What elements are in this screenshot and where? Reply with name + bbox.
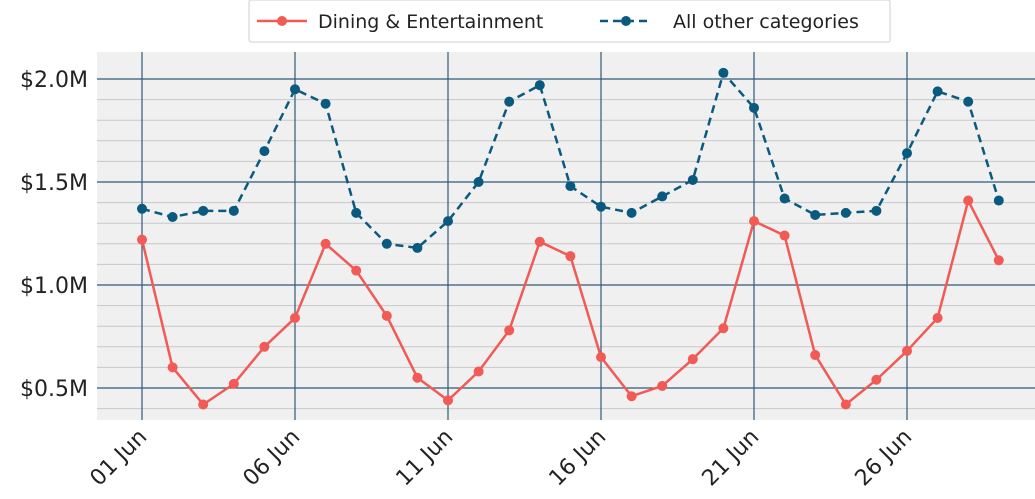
data-point xyxy=(749,102,759,113)
data-point xyxy=(626,207,637,218)
data-point xyxy=(810,209,821,220)
data-point xyxy=(167,212,178,223)
data-point xyxy=(657,380,668,391)
data-point xyxy=(810,350,821,361)
data-point xyxy=(167,362,178,373)
data-point xyxy=(534,236,545,247)
x-tick-label: 06 Jun xyxy=(239,425,306,492)
data-point xyxy=(504,325,515,336)
y-axis-tick-labels: $0.5M $1.0M $1.5M $2.0M xyxy=(20,68,88,402)
data-point xyxy=(290,312,300,323)
data-point xyxy=(228,378,239,389)
data-point xyxy=(381,238,392,249)
data-point xyxy=(687,354,698,365)
plot-area xyxy=(97,52,1035,420)
data-point xyxy=(993,255,1004,266)
data-point xyxy=(473,366,484,377)
x-tick-label: 11 Jun xyxy=(392,425,459,492)
data-point xyxy=(565,251,576,262)
data-point xyxy=(381,310,392,321)
data-point xyxy=(779,230,790,241)
data-point xyxy=(137,234,147,245)
data-point xyxy=(198,205,209,216)
y-tick-label: $2.0M xyxy=(20,68,88,93)
series-dining xyxy=(137,195,1004,410)
data-point xyxy=(443,216,453,227)
x-tick-label: 21 Jun xyxy=(698,425,765,492)
legend-swatch-marker-dining xyxy=(277,16,287,26)
y-tick-label: $1.0M xyxy=(20,274,88,299)
x-axis-tick-labels: 01 Jun 06 Jun 11 Jun 16 Jun 21 Jun 26 Jun xyxy=(86,425,918,492)
data-point xyxy=(412,242,423,253)
data-point xyxy=(473,177,484,187)
x-tick-label: 01 Jun xyxy=(86,425,153,492)
legend-label-dining: Dining & Entertainment xyxy=(318,11,543,33)
data-point xyxy=(137,203,147,214)
legend-swatch-marker-other xyxy=(621,16,631,26)
data-point xyxy=(320,238,331,249)
legend: Dining & Entertainment All other categor… xyxy=(248,0,891,43)
data-point xyxy=(596,352,606,363)
data-point xyxy=(412,372,423,383)
series-other xyxy=(137,67,1004,253)
data-point xyxy=(687,174,698,185)
data-point xyxy=(596,201,606,212)
data-point xyxy=(626,391,637,402)
data-point xyxy=(932,312,943,323)
data-point xyxy=(565,181,576,192)
y-tick-label: $1.5M xyxy=(20,171,88,196)
data-point xyxy=(351,265,362,276)
data-point xyxy=(932,86,943,97)
legend-box xyxy=(248,0,891,43)
series-lines xyxy=(137,67,1004,410)
data-point xyxy=(320,98,331,109)
y-tick-label: $0.5M xyxy=(20,377,88,402)
x-tick-label: 16 Jun xyxy=(545,425,612,492)
data-point xyxy=(779,193,790,204)
data-point xyxy=(534,80,545,91)
data-point xyxy=(259,146,270,157)
data-point xyxy=(749,216,759,227)
data-point xyxy=(902,148,912,159)
data-point xyxy=(871,205,882,216)
minor-gridlines xyxy=(97,99,1035,410)
legend-label-other: All other categories xyxy=(673,11,859,33)
data-point xyxy=(259,341,270,352)
data-point xyxy=(198,399,209,410)
data-point xyxy=(290,84,300,95)
x-tick-label: 26 Jun xyxy=(851,425,918,492)
data-point xyxy=(963,96,974,107)
data-point xyxy=(993,195,1004,206)
data-point xyxy=(902,345,912,356)
data-point xyxy=(718,323,729,334)
data-point xyxy=(504,96,515,107)
data-point xyxy=(657,191,668,202)
data-point xyxy=(840,207,851,218)
data-point xyxy=(351,207,362,218)
data-point xyxy=(718,67,729,78)
data-point xyxy=(840,399,851,410)
data-point xyxy=(228,205,239,216)
data-point xyxy=(871,374,882,385)
data-point xyxy=(443,395,453,406)
data-point xyxy=(963,195,974,206)
